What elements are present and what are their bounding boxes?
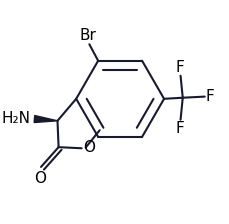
Text: F: F bbox=[205, 89, 214, 104]
Text: O: O bbox=[82, 140, 94, 155]
Text: F: F bbox=[174, 60, 183, 75]
Text: F: F bbox=[174, 121, 183, 136]
Text: Br: Br bbox=[79, 28, 96, 43]
Text: H₂N: H₂N bbox=[1, 111, 30, 126]
Text: O: O bbox=[34, 171, 46, 186]
Polygon shape bbox=[34, 116, 57, 123]
